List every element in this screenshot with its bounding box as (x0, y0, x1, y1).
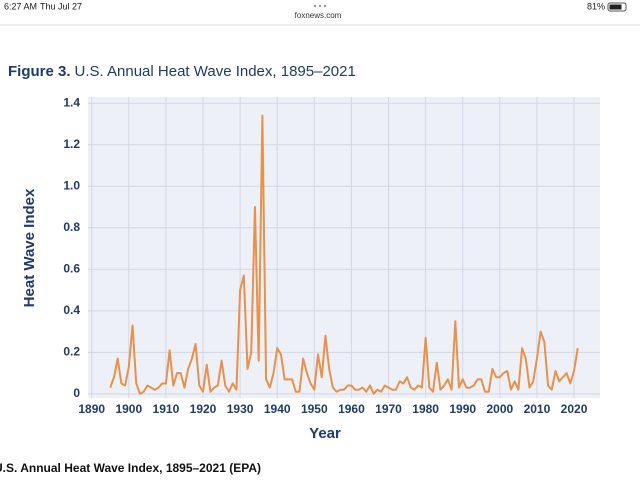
x-tick-label: 1960 (338, 402, 365, 416)
y-tick-label: 0.8 (63, 220, 80, 234)
data-line (109, 114, 579, 395)
y-axis-title: Heat Wave Index (21, 188, 38, 307)
figure-title: U.S. Annual Heat Wave Index, 1895–2021 (75, 63, 356, 80)
status-time: 6:27 AM (4, 1, 37, 11)
x-tick-label: 1990 (449, 402, 476, 416)
x-axis-title: Year (309, 425, 341, 442)
plot-area (88, 97, 600, 398)
figure-label: Figure 3. (8, 63, 71, 80)
y-tick-label: 1.0 (63, 178, 80, 192)
grid (88, 97, 600, 398)
x-tick-label: 1910 (153, 402, 180, 416)
x-tick-label: 1980 (412, 402, 439, 416)
x-tick-label: 1920 (190, 402, 217, 416)
y-tick-label: 0.6 (63, 261, 80, 275)
x-tick-label: 1940 (264, 402, 291, 416)
y-tick-label: 1.2 (63, 137, 80, 151)
tab-dots (313, 4, 327, 8)
y-tick-label: 1.4 (63, 95, 80, 109)
y-tick-label: 0.2 (63, 345, 80, 359)
url[interactable]: foxnews.com (295, 11, 342, 20)
y-tick-label: 0.4 (63, 303, 80, 317)
x-tick-label: 2010 (524, 402, 551, 416)
x-tick-label: 1930 (227, 402, 254, 416)
x-tick-label: 2000 (486, 402, 513, 416)
battery-icon (607, 2, 627, 12)
x-tick-label: 1950 (301, 402, 328, 416)
figure-heading: Figure 3. U.S. Annual Heat Wave Index, 18… (8, 63, 356, 80)
battery-level: 81% (587, 1, 605, 11)
x-tick-label: 1970 (375, 402, 402, 416)
x-tick-label: 2020 (561, 402, 588, 416)
x-tick-label: 1890 (78, 402, 105, 416)
x-tick-label: 1900 (115, 402, 142, 416)
status-date: Thu Jul 27 (40, 1, 82, 11)
caption: U.S. Annual Heat Wave Index, 1895–2021 (… (0, 461, 261, 475)
y-tick-label: 0 (73, 386, 80, 400)
